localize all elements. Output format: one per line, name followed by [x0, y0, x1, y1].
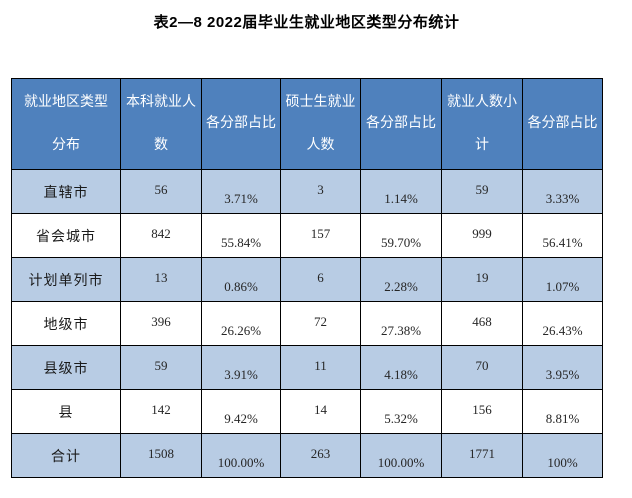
cell-subtotal: 468 — [441, 301, 523, 346]
cell-undergrad-pct: 0.86% — [201, 257, 281, 302]
row-label: 省会城市 — [11, 213, 121, 258]
header-line: 就业人数小 — [447, 94, 517, 110]
cell-undergrad-pct: 3.91% — [201, 345, 281, 390]
cell-master-count: 3 — [280, 169, 361, 214]
cell-undergrad-pct: 26.26% — [201, 301, 281, 346]
cell-subtotal-pct: 56.41% — [522, 213, 603, 258]
row-label: 计划单列市 — [11, 257, 121, 302]
col-header-undergrad-pct: 各分部占比 — [201, 78, 281, 170]
cell-undergrad-count: 842 — [120, 213, 202, 258]
header-line: 各分部占比 — [206, 116, 276, 131]
cell-subtotal-pct: 1.07% — [522, 257, 603, 302]
cell-undergrad-count: 56 — [120, 169, 202, 214]
table-body: 直辖市 56 3.71% 3 1.14% 59 3.33% 省会城市 842 5… — [11, 169, 603, 478]
employment-distribution-table: 就业地区类型 分布 本科就业人 数 各分部占比 — [11, 78, 603, 478]
table-row-provincial-capital: 省会城市 842 55.84% 157 59.70% 999 56.41% — [11, 213, 603, 258]
col-header-subtotal-pct: 各分部占比 — [522, 78, 603, 170]
table-header: 就业地区类型 分布 本科就业人 数 各分部占比 — [11, 78, 603, 170]
cell-master-count: 263 — [280, 433, 361, 478]
cell-master-count: 6 — [280, 257, 361, 302]
cell-subtotal: 70 — [441, 345, 523, 390]
cell-subtotal-pct: 3.95% — [522, 345, 603, 390]
cell-master-pct: 1.14% — [360, 169, 442, 214]
col-header-undergrad-count: 本科就业人 数 — [120, 78, 202, 170]
cell-undergrad-count: 142 — [120, 389, 202, 434]
table-row-county-city: 县级市 59 3.91% 11 4.18% 70 3.95% — [11, 345, 603, 390]
cell-subtotal-pct: 8.81% — [522, 389, 603, 434]
row-label: 地级市 — [11, 301, 121, 346]
header-line: 硕士生就业 — [285, 94, 356, 110]
cell-subtotal-pct: 26.43% — [522, 301, 603, 346]
header-line: 分布 — [52, 137, 80, 153]
header-line: 数 — [154, 137, 168, 153]
cell-subtotal-pct: 3.33% — [522, 169, 603, 214]
cell-master-count: 157 — [280, 213, 361, 258]
cell-subtotal: 1771 — [441, 433, 523, 478]
header-line: 各分部占比 — [366, 116, 436, 131]
col-header-subtotal: 就业人数小 计 — [441, 78, 523, 170]
col-header-master-pct: 各分部占比 — [360, 78, 442, 170]
table-title: 表2—8 2022届毕业生就业地区类型分布统计 — [153, 14, 460, 31]
cell-master-count: 14 — [280, 389, 361, 434]
header-line: 就业地区类型 — [24, 94, 108, 110]
cell-undergrad-count: 1508 — [120, 433, 202, 478]
header-line: 计 — [475, 137, 489, 153]
header-line: 本科就业人 — [126, 94, 196, 110]
cell-subtotal: 156 — [441, 389, 523, 434]
header-line: 各分部占比 — [527, 116, 598, 131]
cell-undergrad-count: 59 — [120, 345, 202, 390]
row-label: 县 — [11, 389, 121, 434]
table-row-county: 县 142 9.42% 14 5.32% 156 8.81% — [11, 389, 603, 434]
cell-master-pct: 2.28% — [360, 257, 442, 302]
cell-undergrad-count: 13 — [120, 257, 202, 302]
row-label: 县级市 — [11, 345, 121, 390]
cell-undergrad-pct: 3.71% — [201, 169, 281, 214]
table-row-total: 合计 1508 100.00% 263 100.00% 1771 100% — [11, 433, 603, 478]
cell-subtotal: 999 — [441, 213, 523, 258]
col-header-region-type: 就业地区类型 分布 — [11, 78, 121, 170]
col-header-master-count: 硕士生就业 人数 — [280, 78, 361, 170]
header-line: 人数 — [306, 137, 335, 153]
header-row: 就业地区类型 分布 本科就业人 数 各分部占比 — [11, 78, 603, 170]
cell-undergrad-count: 396 — [120, 301, 202, 346]
cell-undergrad-pct: 100.00% — [201, 433, 281, 478]
cell-master-pct: 5.32% — [360, 389, 442, 434]
cell-master-pct: 100.00% — [360, 433, 442, 478]
table-row-prefecture-city: 地级市 396 26.26% 72 27.38% 468 26.43% — [11, 301, 603, 346]
cell-undergrad-pct: 55.84% — [201, 213, 281, 258]
cell-undergrad-pct: 9.42% — [201, 389, 281, 434]
table-row-municipality: 直辖市 56 3.71% 3 1.14% 59 3.33% — [11, 169, 603, 214]
cell-subtotal: 59 — [441, 169, 523, 214]
cell-master-pct: 59.70% — [360, 213, 442, 258]
row-label: 合计 — [11, 433, 121, 478]
cell-subtotal-pct: 100% — [522, 433, 603, 478]
table-row-planned-city: 计划单列市 13 0.86% 6 2.28% 19 1.07% — [11, 257, 603, 302]
cell-subtotal: 19 — [441, 257, 523, 302]
cell-master-pct: 4.18% — [360, 345, 442, 390]
cell-master-count: 72 — [280, 301, 361, 346]
data-table: 就业地区类型 分布 本科就业人 数 各分部占比 — [11, 78, 603, 478]
cell-master-count: 11 — [280, 345, 361, 390]
row-label: 直辖市 — [11, 169, 121, 214]
cell-master-pct: 27.38% — [360, 301, 442, 346]
